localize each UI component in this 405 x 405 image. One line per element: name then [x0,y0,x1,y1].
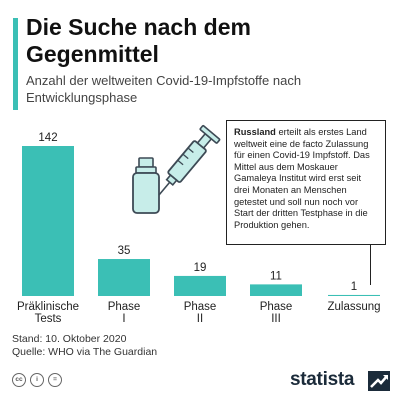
equals-icon[interactable]: = [48,373,62,387]
annotation-country: Russland [234,127,276,137]
bar-4 [328,294,380,296]
bar-2 [174,275,226,296]
statista-logo-icon[interactable] [368,371,390,391]
annotation-text: erteilt als erstes Land weltweit eine de… [234,127,370,230]
bar-value-label: 1 [351,281,357,293]
category-label: Phase [108,301,141,313]
accent-bar [13,18,18,110]
bar-3 [250,284,302,296]
vaccine-vial-syringe-icon [132,125,221,214]
bar-0 [22,146,74,296]
annotation-box: Russland erteilt als erstes Land weltwei… [226,120,386,245]
category-label: II [197,313,203,325]
bar-value-label: 11 [270,270,282,282]
category-label: Präklinische [17,301,79,313]
bar-value-label: 19 [194,262,207,274]
bar-value-label: 142 [38,132,57,144]
category-label: Zulassung [327,301,380,313]
footer-source: Quelle: WHO via The Guardian [12,346,158,358]
page-subtitle: Anzahl der weltweiten Covid-19-Impfstoff… [26,73,302,105]
brand-name[interactable]: statista [290,369,355,390]
page-title: Die Suche nach dem Gegenmittel [26,14,251,67]
category-label: I [122,313,125,325]
bar-value-label: 35 [118,245,131,257]
category-label: Phase [184,301,217,313]
category-label: Tests [35,313,62,325]
person-icon[interactable]: i [30,373,44,387]
category-label: Phase [260,301,293,313]
footer-date: Stand: 10. Oktober 2020 [12,333,127,345]
annotation-connector [370,245,371,285]
footer: Stand: 10. Oktober 2020 Quelle: WHO via … [12,333,157,359]
category-label: III [271,313,281,325]
bar-1 [98,259,150,296]
cc-icon[interactable]: cc [12,373,26,387]
license-icons: cc i = [12,373,62,387]
